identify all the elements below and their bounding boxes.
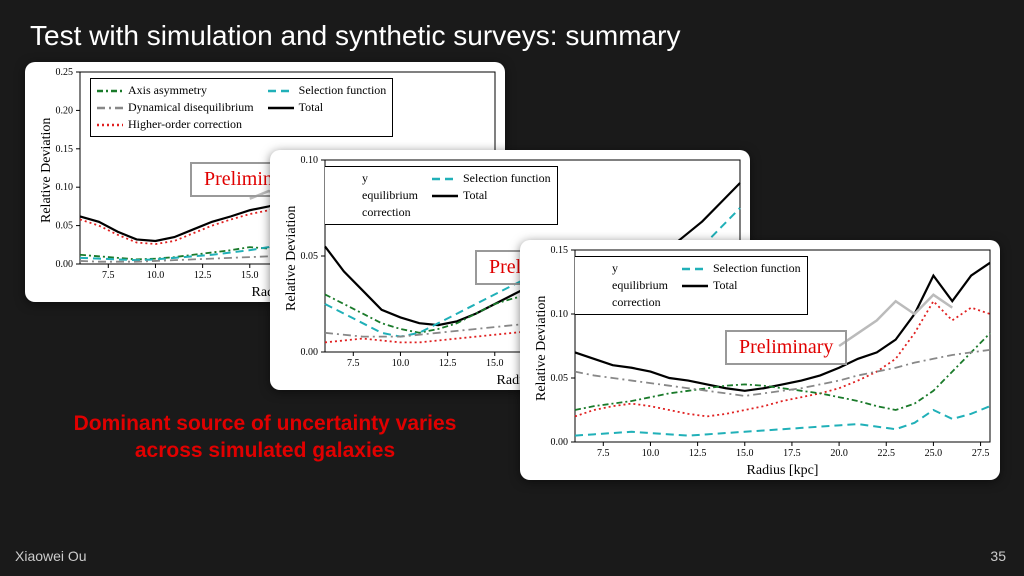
legend-label: Selection function <box>299 83 387 98</box>
legend-swatch-icon <box>97 85 123 97</box>
svg-text:0.20: 0.20 <box>56 105 74 116</box>
chart-legend: Axis asymmetry Selection function Dynamica… <box>90 78 393 137</box>
legend-label: equilibrium <box>362 188 418 203</box>
y-axis-label: Relative Deviation <box>534 296 550 401</box>
legend-swatch-icon <box>268 102 294 114</box>
svg-text:0.05: 0.05 <box>301 251 319 262</box>
legend-item: correction <box>331 205 418 220</box>
svg-text:0.05: 0.05 <box>56 221 74 232</box>
legend-swatch-icon <box>268 85 294 97</box>
svg-text:20.0: 20.0 <box>830 448 848 459</box>
svg-text:15.0: 15.0 <box>241 270 258 281</box>
page-number: 35 <box>990 548 1006 564</box>
slide-title: Test with simulation and synthetic surve… <box>30 20 680 52</box>
legend-swatch-icon <box>682 263 708 275</box>
svg-text:0.25: 0.25 <box>56 67 74 78</box>
legend-item: Selection function <box>268 83 387 98</box>
y-axis-label: Relative Deviation <box>284 206 300 311</box>
legend-label: Total <box>713 278 738 293</box>
svg-text:12.5: 12.5 <box>194 270 212 281</box>
chart-legend: y Selection function equilibrium Total corre… <box>325 166 558 225</box>
legend-label: equilibrium <box>612 278 668 293</box>
legend-swatch-icon <box>581 263 607 275</box>
svg-text:7.5: 7.5 <box>597 448 610 459</box>
legend-swatch-icon <box>97 119 123 131</box>
svg-text:0.15: 0.15 <box>56 144 74 155</box>
svg-text:22.5: 22.5 <box>878 448 896 459</box>
legend-item: Total <box>432 188 551 203</box>
chart-legend: y Selection function equilibrium Total corre… <box>575 256 808 315</box>
legend-label: correction <box>612 295 661 310</box>
svg-text:12.5: 12.5 <box>689 448 707 459</box>
legend-label: correction <box>362 205 411 220</box>
legend-item: equilibrium <box>331 188 418 203</box>
legend-swatch-icon <box>432 173 458 185</box>
svg-text:15.0: 15.0 <box>736 448 754 459</box>
svg-text:7.5: 7.5 <box>347 358 360 369</box>
legend-swatch-icon <box>331 173 357 185</box>
svg-text:0.10: 0.10 <box>551 309 569 320</box>
legend-label: Total <box>299 100 324 115</box>
legend-label: Selection function <box>713 261 801 276</box>
legend-label: y <box>362 171 368 186</box>
legend-label: Selection function <box>463 171 551 186</box>
legend-item: Selection function <box>432 171 551 186</box>
svg-text:10.0: 10.0 <box>642 448 660 459</box>
legend-item: Total <box>268 100 387 115</box>
svg-text:15.0: 15.0 <box>486 358 504 369</box>
svg-text:0.15: 0.15 <box>551 245 569 256</box>
highlight-text: Dominant source of uncertainty varies ac… <box>50 410 480 465</box>
legend-label: y <box>612 261 618 276</box>
preliminary-stamp: Preliminary <box>725 330 847 365</box>
svg-text:25.0: 25.0 <box>925 448 943 459</box>
author-name: Xiaowei Ou <box>15 548 87 564</box>
svg-text:0.00: 0.00 <box>551 437 569 448</box>
legend-label: Dynamical disequilibrium <box>128 100 254 115</box>
chart-panel-3: 7.5 10.0 12.5 15.0 17.5 20.0 22.5 25.0 27.5 0.00 0… <box>520 240 1000 480</box>
svg-text:0.10: 0.10 <box>301 155 319 166</box>
legend-label: Total <box>463 188 488 203</box>
legend-swatch-icon <box>331 207 357 219</box>
svg-text:10.0: 10.0 <box>392 358 410 369</box>
legend-item: Axis asymmetry <box>97 83 254 98</box>
svg-text:0.00: 0.00 <box>301 347 319 358</box>
legend-swatch-icon <box>432 190 458 202</box>
legend-swatch-icon <box>581 280 607 292</box>
legend-item: Higher-order correction <box>97 117 254 132</box>
svg-text:12.5: 12.5 <box>439 358 457 369</box>
legend-label: Axis asymmetry <box>128 83 207 98</box>
svg-text:0.05: 0.05 <box>551 373 569 384</box>
y-axis-label: Relative Deviation <box>39 118 55 223</box>
legend-item: correction <box>581 295 668 310</box>
legend-item: equilibrium <box>581 278 668 293</box>
legend-swatch-icon <box>331 190 357 202</box>
legend-item: Dynamical disequilibrium <box>97 100 254 115</box>
svg-text:Radius [kpc]: Radius [kpc] <box>747 463 819 478</box>
legend-swatch-icon <box>682 280 708 292</box>
svg-text:17.5: 17.5 <box>783 448 801 459</box>
legend-item: Selection function <box>682 261 801 276</box>
svg-text:27.5: 27.5 <box>972 448 990 459</box>
legend-swatch-icon <box>97 102 123 114</box>
legend-swatch-icon <box>581 297 607 309</box>
svg-text:0.10: 0.10 <box>56 182 74 193</box>
svg-text:0.00: 0.00 <box>56 259 74 270</box>
svg-text:7.5: 7.5 <box>102 270 115 281</box>
legend-item: Total <box>682 278 801 293</box>
legend-item: y <box>331 171 418 186</box>
legend-label: Higher-order correction <box>128 117 242 132</box>
legend-item: y <box>581 261 668 276</box>
svg-text:10.0: 10.0 <box>147 270 165 281</box>
